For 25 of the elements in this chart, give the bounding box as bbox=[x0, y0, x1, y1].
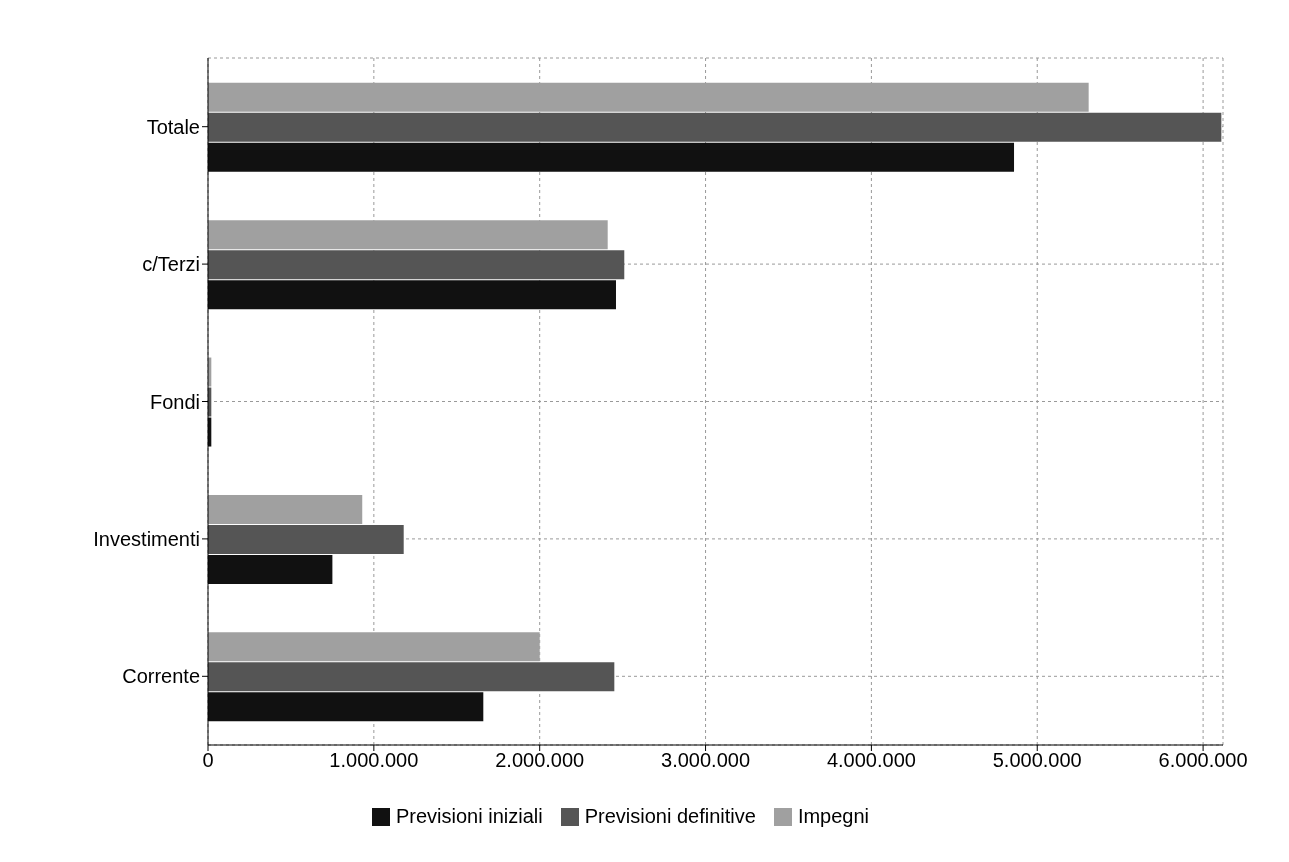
bar bbox=[208, 662, 615, 692]
bar bbox=[208, 692, 484, 722]
bar bbox=[208, 494, 363, 524]
bar bbox=[208, 250, 625, 280]
x-tick-label: 4.000.000 bbox=[826, 749, 916, 772]
y-tick-label: c/Terzi bbox=[142, 253, 200, 276]
legend-label: Previsioni iniziali bbox=[394, 805, 543, 828]
bar bbox=[208, 524, 404, 554]
y-tick-label: Totale bbox=[146, 115, 200, 138]
legend-label: Impegni bbox=[796, 805, 870, 828]
y-tick-label: Fondi bbox=[149, 390, 200, 413]
y-tick-label: Corrente bbox=[122, 665, 200, 688]
x-tick-label: 1.000.000 bbox=[329, 749, 419, 772]
y-tick-label: Investimenti bbox=[93, 528, 200, 550]
x-tick-label: 2.000.000 bbox=[495, 749, 585, 772]
bar bbox=[208, 280, 616, 310]
bar bbox=[208, 112, 1222, 142]
x-tick-label: 3.000.000 bbox=[661, 749, 751, 772]
legend-label: Previsioni definitive bbox=[583, 805, 756, 828]
x-tick-label: 5.000.000 bbox=[992, 749, 1082, 772]
x-tick-label: 0 bbox=[202, 749, 214, 772]
x-tick-label: 6.000.000 bbox=[1158, 749, 1248, 772]
bar bbox=[208, 220, 608, 250]
bar bbox=[208, 554, 333, 584]
bar bbox=[208, 142, 1015, 172]
